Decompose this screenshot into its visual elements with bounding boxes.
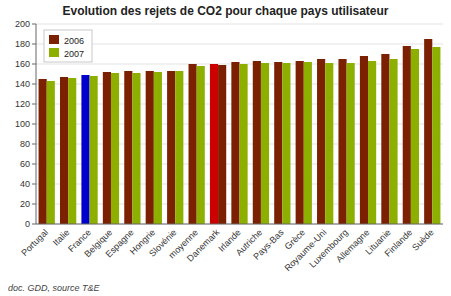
bar: [218, 65, 226, 224]
y-tick-label: 60: [20, 159, 30, 169]
y-tick: [32, 84, 36, 85]
y-tick-label: 80: [20, 139, 30, 149]
bar: [432, 47, 440, 224]
bar: [39, 79, 47, 224]
bar: [381, 54, 389, 224]
bar: [103, 72, 111, 224]
bar: [261, 63, 269, 224]
x-tick-label: Suède: [410, 227, 435, 252]
legend-swatch: [49, 48, 59, 57]
x-tick-label: Portugal: [19, 227, 50, 258]
y-tick: [32, 224, 36, 225]
grid-line: [36, 44, 443, 45]
title: Evolution des rejets de CO2 pour chaque …: [62, 4, 388, 18]
bar: [424, 39, 432, 224]
bar: [81, 75, 89, 224]
bar: [338, 59, 346, 224]
bar: [111, 73, 119, 224]
y-axis: [36, 24, 37, 224]
bar: [347, 63, 355, 224]
bar: [411, 49, 419, 224]
bars: [39, 39, 441, 224]
legend-box: [44, 30, 92, 62]
grid-line: [36, 224, 443, 225]
bar: [368, 61, 376, 224]
legend-label: 2007: [64, 49, 84, 59]
x-axis: [36, 224, 443, 225]
bar: [304, 62, 312, 224]
bar: [231, 62, 239, 224]
y-tick: [32, 164, 36, 165]
bar: [389, 59, 397, 224]
bar: [154, 72, 162, 224]
subtitle: doc. GDD, source T&E: [8, 283, 101, 293]
grid-line: [36, 24, 443, 25]
y-tick-label: 200: [15, 19, 30, 29]
bar: [197, 66, 205, 224]
y-tick-label: 180: [15, 39, 30, 49]
y-tick: [32, 144, 36, 145]
x-tick-label: Espagne: [104, 227, 136, 259]
bar: [240, 64, 248, 224]
chart: Evolution des rejets de CO2 pour chaque …: [0, 0, 451, 296]
y-tick-label: 20: [20, 199, 30, 209]
y-tick-label: 160: [15, 59, 30, 69]
bar: [296, 61, 304, 224]
y-tick: [32, 204, 36, 205]
x-tick-label: Pays-Bas: [251, 227, 286, 262]
bar: [167, 71, 175, 224]
bar: [175, 71, 183, 224]
y-tick: [32, 24, 36, 25]
bar: [60, 77, 68, 224]
bar: [253, 61, 261, 224]
bar: [68, 78, 76, 224]
bar: [189, 64, 197, 224]
y-tick-label: 40: [20, 179, 30, 189]
x-tick-label: Finlande: [383, 227, 414, 258]
bar: [90, 76, 98, 224]
legend-swatch: [49, 35, 59, 44]
bar: [132, 73, 140, 224]
y-tick: [32, 184, 36, 185]
bar: [47, 81, 55, 224]
x-tick-label: Danemark: [185, 227, 222, 264]
grid: [36, 24, 443, 224]
y-tick: [32, 44, 36, 45]
bar: [325, 63, 333, 224]
bar: [210, 64, 218, 224]
bar: [360, 56, 368, 224]
y-tick-label: 100: [15, 119, 30, 129]
y-tick: [32, 64, 36, 65]
y-tick: [32, 104, 36, 105]
y-tick: [32, 124, 36, 125]
bar: [274, 62, 282, 224]
y-tick-label: 0: [25, 219, 30, 229]
bar: [317, 59, 325, 224]
bar: [403, 46, 411, 224]
legend: 2006 2007: [44, 30, 92, 62]
bar: [282, 63, 290, 224]
bar: [124, 71, 132, 224]
y-tick-label: 120: [15, 99, 30, 109]
legend-label: 2006: [64, 36, 84, 46]
bar: [146, 71, 154, 224]
y-tick-label: 140: [15, 79, 30, 89]
